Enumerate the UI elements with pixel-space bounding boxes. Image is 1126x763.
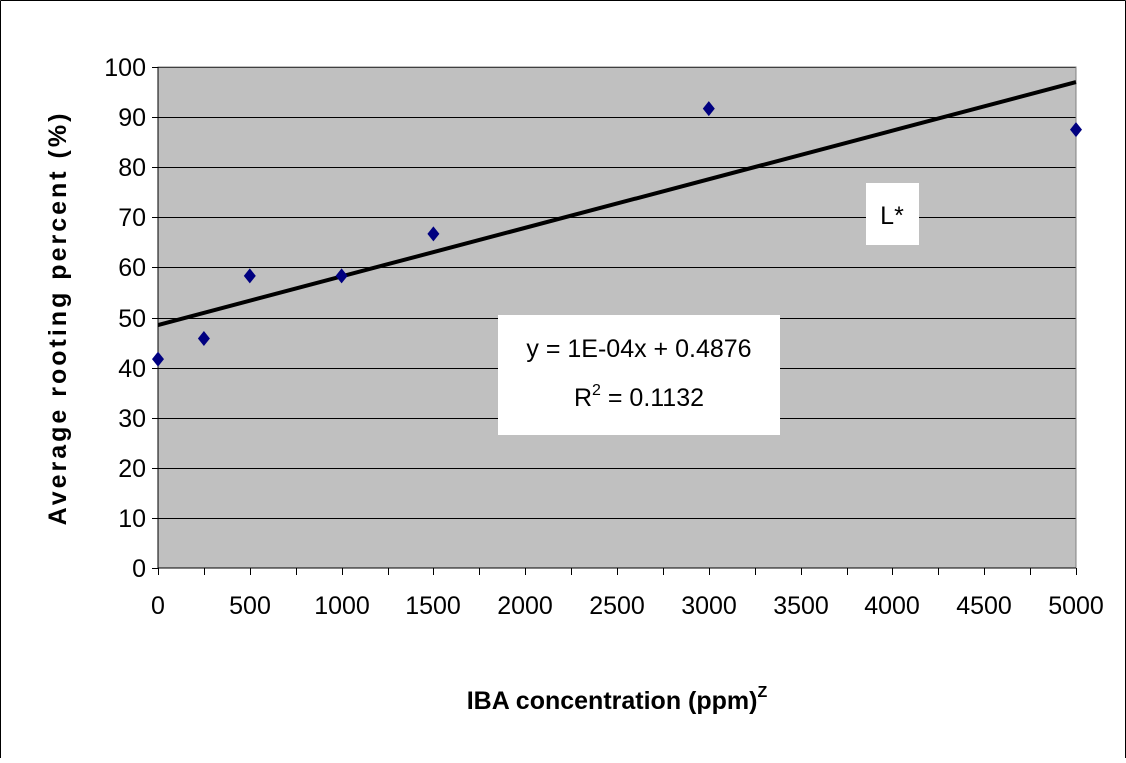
y-tick-label-0: 0	[132, 555, 146, 583]
x-tick-label-4000: 4000	[864, 592, 920, 620]
x-tick-label-3000: 3000	[681, 592, 737, 620]
data-point-0-2	[243, 268, 256, 284]
r-squared-value: = 0.1132	[601, 384, 704, 412]
y-tick-label-100: 100	[104, 54, 146, 82]
x-tick-label-1500: 1500	[405, 592, 461, 620]
y-axis-title: Average rooting percent (%)	[44, 111, 72, 526]
data-point-0-6	[1070, 122, 1082, 138]
y-axis-tick-labels: 0 10 20 30 40 50 60 70 80 90 100	[104, 54, 146, 583]
x-axis-title: IBA concentration (ppm)Z	[467, 684, 768, 715]
x-tick-label-3500: 3500	[773, 592, 829, 620]
x-axis-ticks	[158, 568, 1077, 575]
r-squared-text: R2 = 0.1132	[574, 382, 704, 412]
letter-label-box	[866, 183, 919, 245]
data-point-0-3	[335, 268, 348, 284]
data-point-0-4	[427, 226, 440, 242]
equation-box	[498, 315, 780, 435]
y-tick-label-60: 60	[118, 254, 146, 282]
r-squared-superscript: 2	[592, 382, 601, 399]
y-tick-label-80: 80	[118, 154, 146, 182]
y-tick-label-40: 40	[118, 355, 146, 383]
r-squared-label: R	[574, 384, 592, 412]
x-tick-label-2000: 2000	[497, 592, 553, 620]
x-tick-label-1000: 1000	[314, 592, 370, 620]
x-tick-label-500: 500	[229, 592, 271, 620]
y-tick-label-90: 90	[118, 104, 146, 132]
equation-text: y = 1E-04x + 0.4876	[526, 335, 751, 363]
x-axis-title-text: IBA concentration (ppm)	[467, 687, 758, 715]
x-tick-label-5000: 5000	[1048, 592, 1104, 620]
x-tick-label-4500: 4500	[956, 592, 1012, 620]
y-tick-label-50: 50	[118, 305, 146, 333]
y-tick-label-70: 70	[118, 204, 146, 232]
trendline	[157, 80, 1077, 327]
y-tick-label-10: 10	[118, 505, 146, 533]
data-point-0-1	[197, 331, 210, 347]
letter-label: L*	[880, 202, 904, 230]
x-tick-label-2500: 2500	[589, 592, 645, 620]
y-tick-label-30: 30	[118, 405, 146, 433]
y-tick-label-20: 20	[118, 455, 146, 483]
x-tick-label-0: 0	[151, 592, 165, 620]
y-axis-ticks	[152, 67, 158, 569]
data-point-0-5	[702, 101, 715, 117]
data-point-0-0	[152, 351, 164, 367]
x-axis-title-superscript: Z	[757, 684, 767, 701]
x-axis-tick-labels: 0 500 1000 1500 2000 2500 3000 3500 4000 4500 5000	[151, 592, 1104, 620]
data-points	[152, 101, 1082, 367]
